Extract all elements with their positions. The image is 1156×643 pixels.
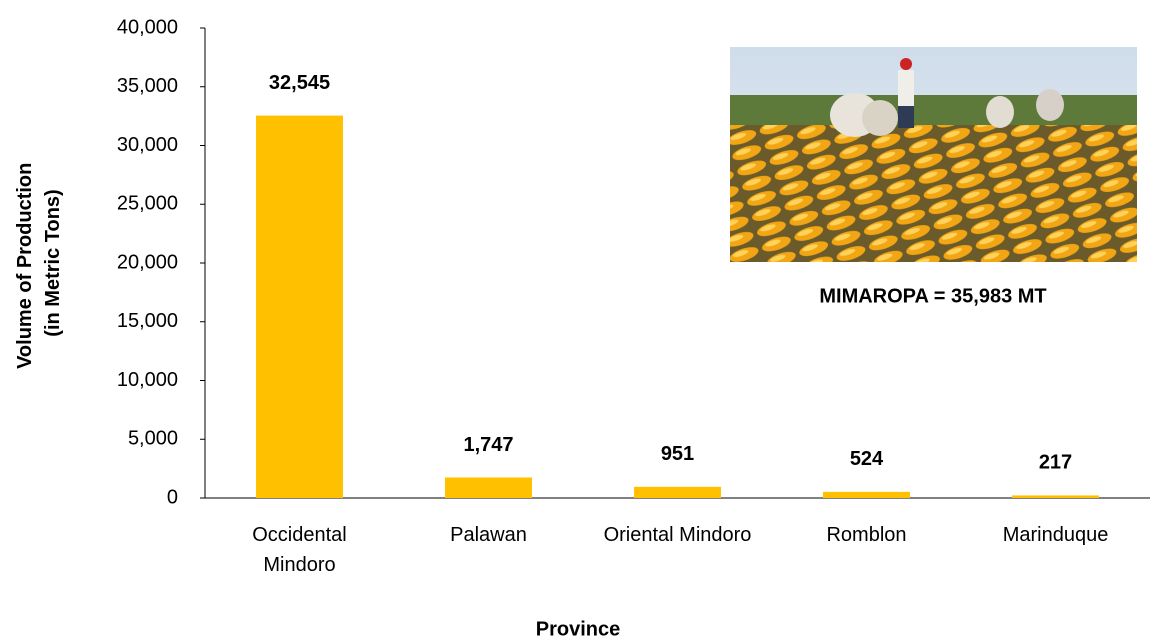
value-label: 32,545 — [269, 72, 330, 94]
y-axis-title-line: Volume of Production — [14, 163, 36, 369]
bar — [823, 491, 910, 498]
x-axis-title: Province — [536, 618, 620, 640]
x-tick-label: Marinduque — [1002, 524, 1109, 546]
y-tick-label: 0 — [167, 486, 178, 508]
y-tick-label: 15,000 — [117, 310, 178, 332]
y-tick-label: 25,000 — [117, 193, 178, 215]
value-label: 1,747 — [463, 434, 513, 456]
value-label: 217 — [1039, 452, 1072, 474]
value-label: 524 — [850, 448, 884, 470]
bar — [634, 486, 721, 498]
x-tick-label: Palawan — [450, 524, 527, 546]
y-axis-title: Volume of Production (in Metric Tons) — [14, 157, 64, 369]
y-tick-label: 30,000 — [117, 134, 178, 156]
y-tick-label: 10,000 — [117, 369, 178, 391]
photo — [730, 47, 1137, 262]
x-tick-label: Romblon — [826, 524, 907, 546]
x-tick-label: Oriental Mindoro — [603, 524, 752, 546]
x-tick-label: Occidental Mindoro — [252, 524, 347, 576]
y-tick-label: 35,000 — [117, 75, 178, 97]
bar — [1012, 495, 1099, 498]
bar — [445, 477, 532, 498]
y-tick-label: 40,000 — [117, 16, 178, 38]
y-tick-label: 20,000 — [117, 251, 178, 273]
value-label: 951 — [661, 443, 694, 465]
bar — [256, 115, 343, 498]
y-axis-title-line: (in Metric Tons) — [42, 189, 64, 336]
y-tick-label: 5,000 — [128, 428, 178, 450]
annotation: MIMAROPA = 35,983 MT — [819, 285, 1046, 307]
